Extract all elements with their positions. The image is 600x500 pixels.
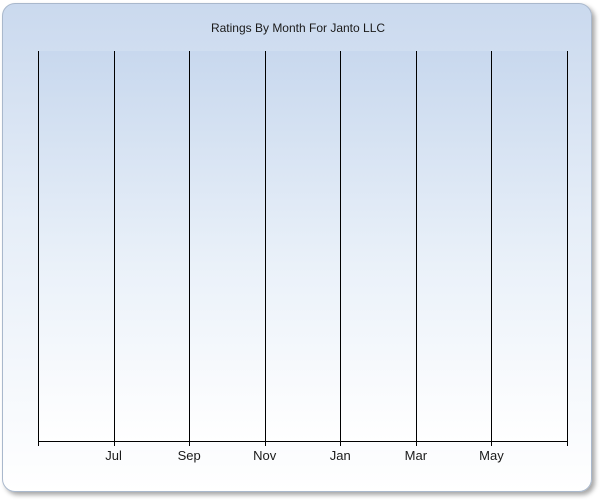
x-tick-label: Jul bbox=[105, 448, 122, 463]
x-tick-label: Jan bbox=[330, 448, 351, 463]
x-tick-label: Sep bbox=[178, 448, 201, 463]
x-axis: Jul Sep Nov Jan Mar May bbox=[38, 441, 568, 463]
chart-title: Ratings By Month For Janto LLC bbox=[210, 21, 386, 35]
x-tick-label: May bbox=[479, 448, 504, 463]
plot-background bbox=[38, 51, 567, 441]
x-tick-label: Nov bbox=[253, 448, 277, 463]
gridlines bbox=[38, 51, 568, 441]
x-tick-label: Mar bbox=[405, 448, 428, 463]
